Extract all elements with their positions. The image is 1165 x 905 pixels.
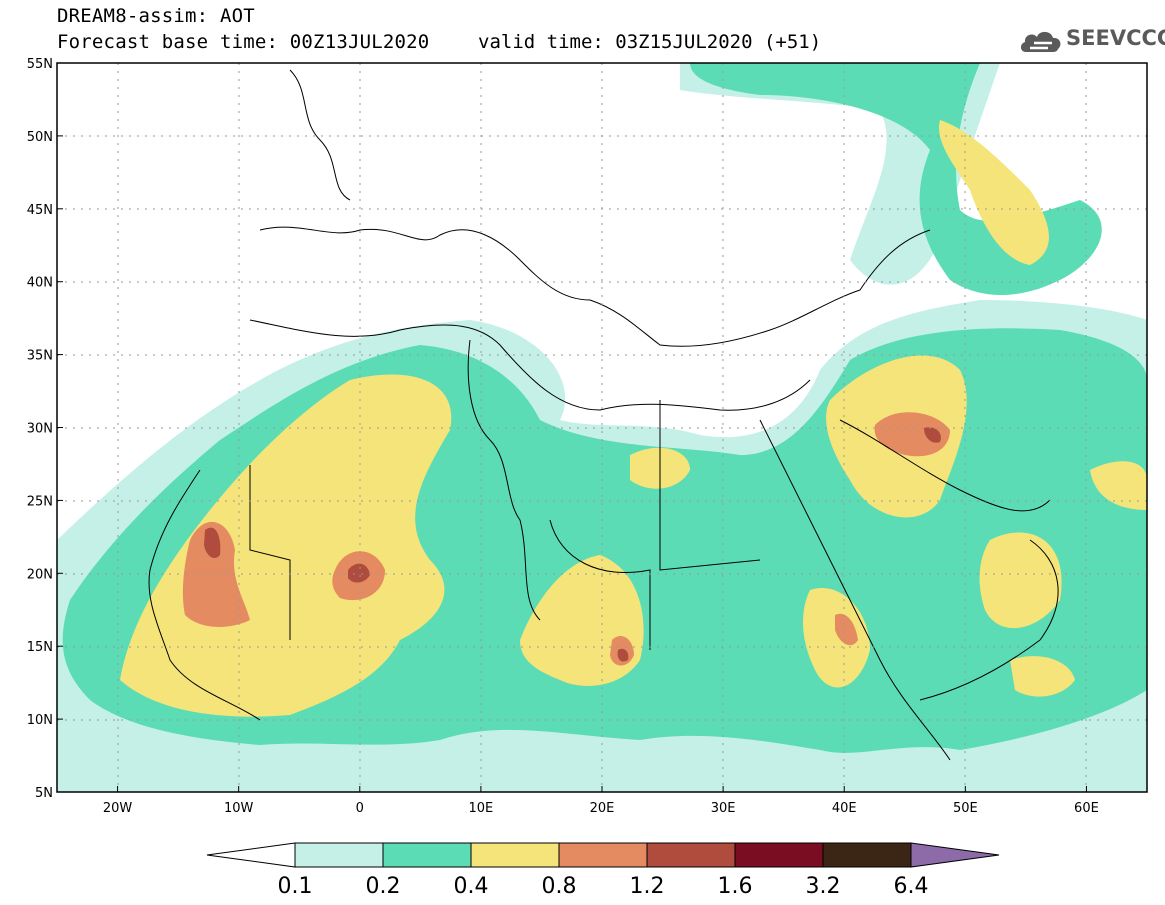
lon-tick-labels: 20W 10W 0 10E 20E 30E 40E 50E 60E: [103, 801, 1099, 816]
lat-tick-label: 20N: [27, 567, 53, 582]
lat-tick-labels: 5N 10N 15N 20N 25N 30N 35N 40N 45N 50N 55N: [27, 57, 53, 801]
lat-tick-label: 55N: [27, 57, 53, 72]
colorbar-segment: [382, 842, 472, 868]
lat-tick-label: 5N: [35, 786, 53, 801]
map-title: DREAM8-assim: AOT: [57, 5, 255, 27]
forecast-base-time: Forecast base time: 00Z13JUL2020: [57, 31, 430, 53]
colorbar-label: 0.1: [278, 874, 313, 899]
lat-tick-label: 35N: [27, 349, 53, 364]
logo-text: SEEVCCC: [1066, 26, 1165, 50]
colorbar-lower-extend: [206, 842, 296, 868]
colorbar-label: 6.4: [894, 874, 929, 899]
valid-time: valid time: 03Z15JUL2020 (+51): [478, 31, 822, 53]
colorbar: [206, 842, 1000, 868]
colorbar-label: 1.6: [718, 874, 753, 899]
colorbar-segment: [558, 842, 648, 868]
colorbar-label: 3.2: [806, 874, 841, 899]
cloud-icon: [1020, 31, 1061, 52]
colorbar-segment: [734, 842, 824, 868]
colorbar-label: 0.4: [454, 874, 489, 899]
lat-tick-label: 15N: [27, 640, 53, 655]
colorbar-label: 0.8: [542, 874, 577, 899]
lat-tick-label: 40N: [27, 276, 53, 291]
lon-tick-label: 50E: [953, 801, 978, 816]
lon-tick-label: 60E: [1074, 801, 1099, 816]
lat-tick-label: 50N: [27, 130, 53, 145]
lon-tick-label: 30E: [711, 801, 736, 816]
colorbar-segment: [646, 842, 736, 868]
colorbar-segment: [294, 842, 384, 868]
lat-tick-label: 30N: [27, 422, 53, 437]
lon-tick-label: 20W: [103, 801, 133, 816]
lat-tick-label: 25N: [27, 494, 53, 509]
colorbar-segment: [822, 842, 912, 868]
lat-tick-label: 45N: [27, 203, 53, 218]
colorbar-upper-extend: [910, 842, 1000, 868]
lon-tick-label: 10W: [224, 801, 254, 816]
coastlines: [148, 69, 1059, 761]
lon-tick-label: 10E: [469, 801, 494, 816]
lon-tick-label: 40E: [832, 801, 857, 816]
aot-field: [57, 63, 1147, 792]
axis-ticks: [57, 62, 1087, 793]
lon-tick-label: 0: [356, 801, 364, 816]
colorbar-label: 1.2: [630, 874, 665, 899]
seevccc-logo: SEEVCCC: [1018, 24, 1165, 58]
lat-tick-label: 10N: [27, 713, 53, 728]
colorbar-labels: 0.1 0.2 0.4 0.8 1.2 1.6 3.2 6.4: [278, 874, 929, 899]
graticule: [57, 63, 1147, 792]
lon-tick-label: 20E: [590, 801, 615, 816]
colorbar-label: 0.2: [366, 874, 401, 899]
colorbar-segment: [470, 842, 560, 868]
